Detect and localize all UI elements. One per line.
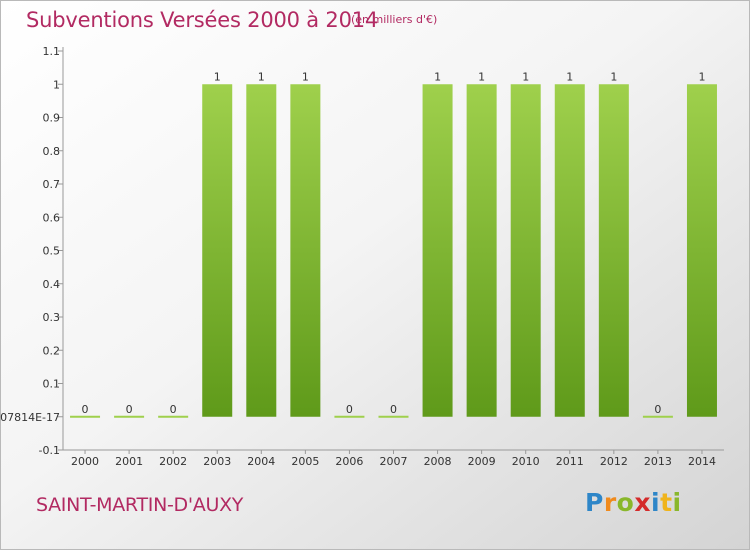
x-tick-label: 2012 [600,455,628,468]
bar-value-label: 1 [258,70,265,83]
bar-value-label: 0 [654,403,661,416]
x-tick-label: 2010 [512,455,540,468]
x-tick-label: 2001 [115,455,143,468]
x-tick-label: 2014 [688,455,716,468]
y-tick-label: 0.1 [43,378,61,391]
bar[interactable] [510,84,541,417]
chart-unit: (en milliers d'€) [351,13,438,26]
y-tick-label: 0.3 [43,311,61,324]
bar-value-label: 1 [302,70,309,83]
bar[interactable] [202,84,233,417]
x-tick-label: 2002 [159,455,187,468]
bar-value-label: 0 [346,403,353,416]
commune-name: SAINT-MARTIN-D'AUXY [36,494,244,516]
y-tick-label: 1 [53,78,60,91]
bar-value-label: 1 [214,70,221,83]
bar[interactable] [334,415,365,418]
bar[interactable] [466,84,497,417]
y-tick-label: -0.1 [39,444,60,457]
logo-letter: i [672,488,682,517]
chart-title: Subventions Versées 2000 à 2014 [26,8,379,32]
x-tick-label: 2007 [380,455,408,468]
y-tick-label: 0.6 [43,211,61,224]
x-tick-label: 2005 [291,455,319,468]
x-tick-label: 2011 [556,455,584,468]
bars [70,84,717,418]
logo-letter: o [616,488,635,517]
x-tick-label: 2006 [335,455,363,468]
logo-letter: r [603,488,617,517]
bar[interactable] [554,84,585,417]
bar[interactable] [642,415,673,418]
bar-value-label: 1 [566,70,573,83]
y-tick-label: 0.4 [43,278,61,291]
bar[interactable] [158,415,189,418]
x-tick-label: 2013 [644,455,672,468]
logo-letter: P [585,488,604,517]
logo-letter: i [651,488,661,517]
y-tick-label: 1.1 [43,45,61,58]
logo-letter: x [634,488,651,517]
bar[interactable] [686,84,717,417]
proxiti-logo[interactable]: Proxiti [585,488,682,517]
y-tick-label: 0.8 [43,145,61,158]
bar[interactable] [598,84,629,417]
bar-value-label: 1 [610,70,617,83]
bar-value-label: 0 [170,403,177,416]
x-tick-label: 2000 [71,455,99,468]
bar[interactable] [246,84,277,417]
x-tick-label: 2004 [247,455,275,468]
logo-letter: t [660,488,673,517]
bar-value-label: 1 [478,70,485,83]
bar-value-label: 1 [698,70,705,83]
bar-value-label: 0 [82,403,89,416]
bar[interactable] [378,415,409,418]
y-tick-label: 0.5 [43,245,61,258]
y-tick-label: 0.7 [43,178,61,191]
bar-value-label: 0 [126,403,133,416]
axes: -0.1 1.3877787807814E-17 0.1 0.2 0.3 0.4 0.5 0.… [0,45,724,468]
x-tick-label: 2003 [203,455,231,468]
y-tick-label: 0.2 [43,344,61,357]
bar-value-label: 0 [390,403,397,416]
bar[interactable] [114,415,145,418]
bar-value-label: 1 [522,70,529,83]
y-tick-label: 0.9 [43,112,61,125]
x-tick-label: 2008 [424,455,452,468]
y-tick-label: 1.3877787807814E-17 [0,411,60,424]
bar[interactable] [422,84,453,417]
bar-value-label: 1 [434,70,441,83]
bar[interactable] [290,84,321,417]
bar[interactable] [70,415,101,418]
labels: 0 0 0 1 1 1 0 0 1 1 1 1 1 0 1 [82,70,706,416]
x-tick-label: 2009 [468,455,496,468]
